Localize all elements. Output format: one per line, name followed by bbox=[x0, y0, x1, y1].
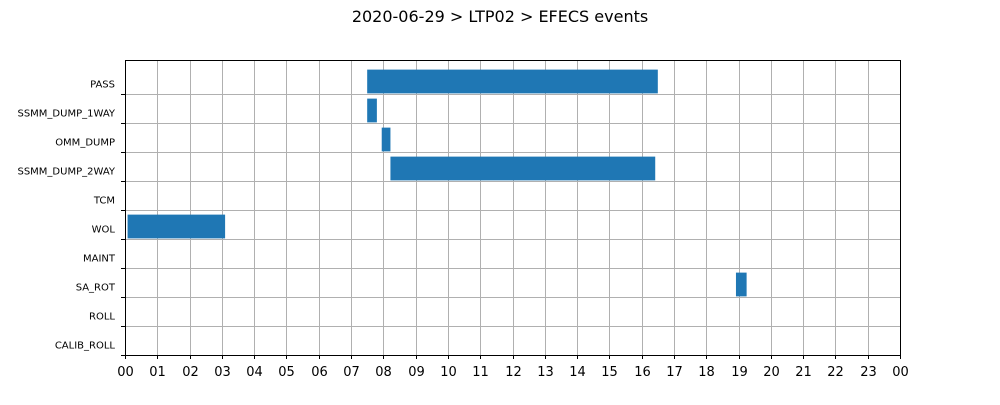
x-tick-label: 22 bbox=[827, 365, 844, 380]
x-tick-label: 23 bbox=[860, 365, 877, 380]
x-tick-label: 13 bbox=[537, 365, 554, 380]
y-tick-label: SSMM_DUMP_1WAY bbox=[17, 109, 115, 120]
x-tick-label: 14 bbox=[569, 365, 586, 380]
event-bar bbox=[390, 156, 656, 181]
y-axis: PASS SSMM_DUMP_1WAY OMM_DUMP SSMM_DUMP_2WAY… bbox=[17, 80, 125, 356]
x-tick-label: 03 bbox=[214, 365, 231, 380]
x-tick-label: 04 bbox=[246, 365, 263, 380]
y-tick-label: CALIB_ROLL bbox=[55, 341, 116, 352]
y-tick-label: OMM_DUMP bbox=[55, 138, 115, 149]
x-tick-label: 12 bbox=[505, 365, 522, 380]
y-tick-label: MAINT bbox=[83, 254, 116, 265]
y-tick-label: SSMM_DUMP_2WAY bbox=[17, 167, 115, 178]
x-tick-label: 16 bbox=[634, 365, 651, 380]
x-tick-label: 02 bbox=[182, 365, 199, 380]
x-tick-label: 05 bbox=[278, 365, 295, 380]
event-bar bbox=[127, 214, 226, 239]
chart-title: 2020-06-29 > LTP02 > EFECS events bbox=[352, 7, 648, 26]
x-tick-label: 11 bbox=[472, 365, 489, 380]
x-tick-label: 06 bbox=[311, 365, 328, 380]
y-tick-label: ROLL bbox=[89, 312, 115, 323]
event-bar bbox=[735, 272, 747, 297]
x-tick-label: 20 bbox=[763, 365, 780, 380]
bars bbox=[127, 69, 747, 297]
x-tick-label: 00 bbox=[892, 365, 909, 380]
y-tick-label: TCM bbox=[93, 196, 115, 207]
y-tick-label: WOL bbox=[92, 225, 116, 236]
x-tick-label: 21 bbox=[795, 365, 812, 380]
x-tick-label: 17 bbox=[666, 365, 683, 380]
x-tick-label: 09 bbox=[408, 365, 425, 380]
event-bar bbox=[367, 98, 377, 123]
x-tick-label: 19 bbox=[731, 365, 748, 380]
y-tick-label: PASS bbox=[90, 80, 115, 91]
event-bar bbox=[381, 127, 391, 152]
x-tick-label: 18 bbox=[698, 365, 715, 380]
x-axis: 00 01 02 03 04 05 06 07 08 09 10 11 12 13 14 15 16 17 18 19… bbox=[117, 355, 909, 380]
event-bar bbox=[367, 69, 658, 94]
y-tick-label: SA_ROT bbox=[76, 283, 116, 294]
x-tick-label: 01 bbox=[149, 365, 166, 380]
grid bbox=[125, 60, 901, 355]
x-tick-label: 08 bbox=[375, 365, 392, 380]
x-tick-label: 00 bbox=[117, 365, 134, 380]
x-tick-label: 07 bbox=[343, 365, 360, 380]
x-tick-label: 10 bbox=[440, 365, 457, 380]
x-tick-label: 15 bbox=[601, 365, 618, 380]
